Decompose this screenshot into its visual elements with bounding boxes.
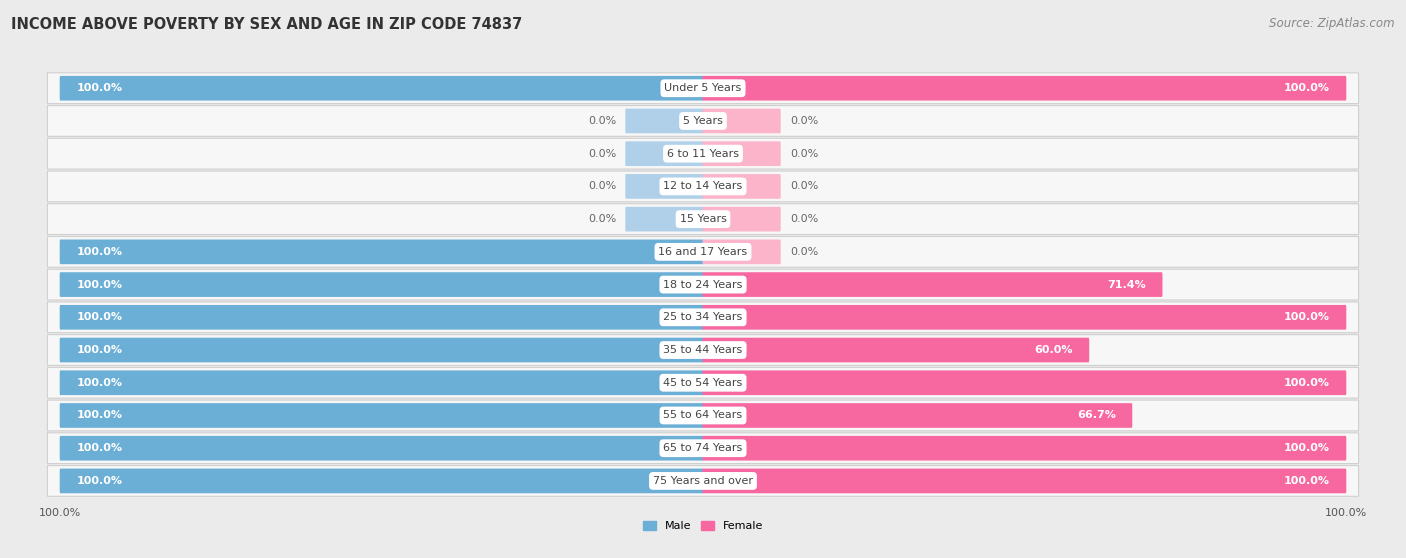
FancyBboxPatch shape: [703, 207, 780, 232]
FancyBboxPatch shape: [59, 403, 703, 428]
Text: Under 5 Years: Under 5 Years: [665, 83, 741, 93]
Text: 45 to 54 Years: 45 to 54 Years: [664, 378, 742, 388]
Text: 55 to 64 Years: 55 to 64 Years: [664, 411, 742, 421]
Text: 12 to 14 Years: 12 to 14 Years: [664, 181, 742, 191]
Text: 15 Years: 15 Years: [679, 214, 727, 224]
Text: 100.0%: 100.0%: [1284, 83, 1330, 93]
Text: 100.0%: 100.0%: [76, 345, 122, 355]
FancyBboxPatch shape: [48, 465, 1358, 496]
FancyBboxPatch shape: [626, 109, 703, 133]
FancyBboxPatch shape: [703, 109, 780, 133]
FancyBboxPatch shape: [626, 207, 703, 232]
FancyBboxPatch shape: [59, 239, 703, 264]
Text: 100.0%: 100.0%: [1284, 378, 1330, 388]
FancyBboxPatch shape: [703, 76, 1347, 100]
FancyBboxPatch shape: [626, 174, 703, 199]
FancyBboxPatch shape: [48, 237, 1358, 267]
FancyBboxPatch shape: [48, 335, 1358, 365]
Text: 100.0%: 100.0%: [76, 411, 122, 421]
FancyBboxPatch shape: [59, 272, 703, 297]
FancyBboxPatch shape: [48, 433, 1358, 464]
FancyBboxPatch shape: [703, 305, 1347, 330]
Text: 25 to 34 Years: 25 to 34 Years: [664, 312, 742, 323]
FancyBboxPatch shape: [703, 371, 1347, 395]
Text: 18 to 24 Years: 18 to 24 Years: [664, 280, 742, 290]
Text: 16 and 17 Years: 16 and 17 Years: [658, 247, 748, 257]
FancyBboxPatch shape: [59, 305, 703, 330]
FancyBboxPatch shape: [703, 141, 780, 166]
FancyBboxPatch shape: [48, 138, 1358, 169]
Text: 60.0%: 60.0%: [1033, 345, 1073, 355]
FancyBboxPatch shape: [703, 338, 1090, 362]
FancyBboxPatch shape: [48, 302, 1358, 333]
FancyBboxPatch shape: [48, 105, 1358, 136]
FancyBboxPatch shape: [48, 400, 1358, 431]
FancyBboxPatch shape: [703, 469, 1347, 493]
Text: 100.0%: 100.0%: [76, 312, 122, 323]
Text: 0.0%: 0.0%: [588, 148, 616, 158]
FancyBboxPatch shape: [703, 403, 1132, 428]
FancyBboxPatch shape: [703, 436, 1347, 460]
Text: 100.0%: 100.0%: [1284, 312, 1330, 323]
Text: 0.0%: 0.0%: [790, 214, 818, 224]
FancyBboxPatch shape: [59, 436, 703, 460]
FancyBboxPatch shape: [59, 371, 703, 395]
Text: 0.0%: 0.0%: [790, 181, 818, 191]
FancyBboxPatch shape: [48, 367, 1358, 398]
FancyBboxPatch shape: [48, 204, 1358, 234]
Text: 0.0%: 0.0%: [790, 116, 818, 126]
FancyBboxPatch shape: [48, 171, 1358, 202]
Text: INCOME ABOVE POVERTY BY SEX AND AGE IN ZIP CODE 74837: INCOME ABOVE POVERTY BY SEX AND AGE IN Z…: [11, 17, 523, 32]
Text: 5 Years: 5 Years: [683, 116, 723, 126]
Text: 65 to 74 Years: 65 to 74 Years: [664, 443, 742, 453]
Text: 100.0%: 100.0%: [76, 443, 122, 453]
FancyBboxPatch shape: [48, 269, 1358, 300]
FancyBboxPatch shape: [59, 76, 703, 100]
Text: 100.0%: 100.0%: [76, 247, 122, 257]
Text: 6 to 11 Years: 6 to 11 Years: [666, 148, 740, 158]
FancyBboxPatch shape: [59, 469, 703, 493]
Text: Source: ZipAtlas.com: Source: ZipAtlas.com: [1270, 17, 1395, 30]
Text: 0.0%: 0.0%: [588, 214, 616, 224]
Text: 100.0%: 100.0%: [76, 378, 122, 388]
Text: 71.4%: 71.4%: [1107, 280, 1146, 290]
FancyBboxPatch shape: [703, 239, 780, 264]
FancyBboxPatch shape: [59, 338, 703, 362]
FancyBboxPatch shape: [703, 272, 1163, 297]
Text: 100.0%: 100.0%: [76, 280, 122, 290]
FancyBboxPatch shape: [48, 73, 1358, 104]
Text: 0.0%: 0.0%: [790, 247, 818, 257]
Text: 100.0%: 100.0%: [1284, 443, 1330, 453]
Text: 0.0%: 0.0%: [588, 181, 616, 191]
Text: 35 to 44 Years: 35 to 44 Years: [664, 345, 742, 355]
FancyBboxPatch shape: [626, 141, 703, 166]
FancyBboxPatch shape: [703, 174, 780, 199]
Text: 0.0%: 0.0%: [790, 148, 818, 158]
Text: 75 Years and over: 75 Years and over: [652, 476, 754, 486]
Text: 100.0%: 100.0%: [1284, 476, 1330, 486]
Legend: Male, Female: Male, Female: [638, 517, 768, 536]
Text: 100.0%: 100.0%: [76, 83, 122, 93]
Text: 100.0%: 100.0%: [76, 476, 122, 486]
Text: 0.0%: 0.0%: [588, 116, 616, 126]
Text: 66.7%: 66.7%: [1077, 411, 1115, 421]
